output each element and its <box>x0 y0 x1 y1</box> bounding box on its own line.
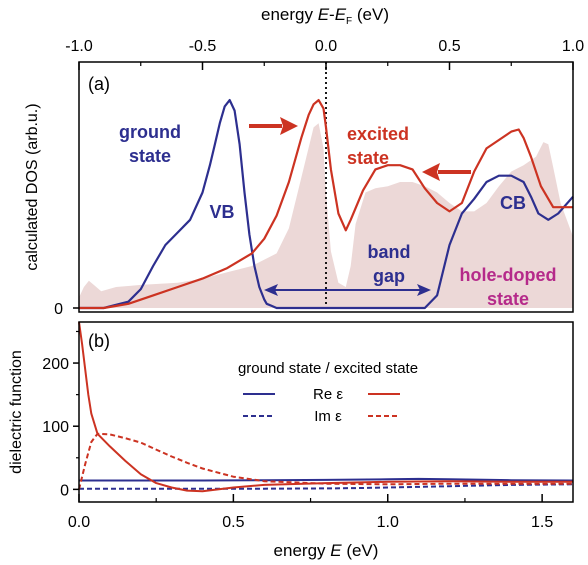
excited-shift-arrow-left-head <box>280 117 298 135</box>
vb-label: VB <box>209 202 234 222</box>
series-im-ground-state-line <box>79 483 574 490</box>
panel-a-xlabel: energy E-EF (eV) <box>261 5 389 27</box>
panel-b-y-axis: 0 100 200 <box>42 330 79 499</box>
top-axis-tick-label: -1.0 <box>65 38 93 55</box>
panel-a-dos-plot: -1.0 -0.5 0.0 0.5 1.0 0 energy E-EF (eV) cal… <box>24 5 584 318</box>
panel-a-y-axis: 0 <box>54 301 79 318</box>
panel-b-tag: (b) <box>88 331 110 351</box>
legend-header: ground state / excited state <box>238 360 418 377</box>
x-axis-tick-label: 1.5 <box>531 514 553 531</box>
y-axis-tick-label: 0 <box>54 301 63 318</box>
hole-doped-label-line1: hole-doped <box>460 265 557 285</box>
y-axis-tick-label: 0 <box>60 482 69 499</box>
x-axis-tick-label: 1.0 <box>377 514 399 531</box>
band-gap-arrow-head-left <box>264 284 278 296</box>
panel-b-xlabel: energy E (eV) <box>274 541 379 560</box>
band-gap-label-line1: band <box>368 242 411 262</box>
series-ground-state-line <box>79 98 574 310</box>
legend: ground state / excited state Re ε Im ε <box>238 360 418 425</box>
legend-label-im: Im ε <box>314 408 342 425</box>
x-axis-tick-label: 0.0 <box>68 514 90 531</box>
panel-a-ylabel: calculated DOS (arb.u.) <box>24 103 41 270</box>
hole-doped-label-line2: state <box>487 289 529 309</box>
series-re-ground-state-line <box>79 477 574 482</box>
top-axis-tick-label: -0.5 <box>189 38 217 55</box>
excited-state-label-line1: excited <box>347 124 409 144</box>
series-im-excited-state-line <box>78 432 573 490</box>
top-axis-tick-label: 0.5 <box>438 38 460 55</box>
cb-label: CB <box>500 193 526 213</box>
panel-b-x-axis: 0.0 0.5 1.0 1.5 <box>68 494 553 531</box>
legend-label-re: Re ε <box>313 386 343 403</box>
panel-a-top-axis: -1.0 -0.5 0.0 0.5 1.0 <box>65 38 584 70</box>
hole-doped-area-layer <box>79 123 573 308</box>
excited-state-label-line2: state <box>347 148 389 168</box>
y-axis-tick-label: 100 <box>42 419 69 436</box>
panel-b-frame <box>78 321 574 503</box>
x-axis-tick-label: 0.5 <box>222 514 244 531</box>
top-axis-tick-label: 0.0 <box>315 38 337 55</box>
band-gap-label-line2: gap <box>373 266 405 286</box>
series-hole-doped-state-area <box>79 123 573 308</box>
ground-state-label-line2: state <box>129 146 171 166</box>
y-axis-tick-label: 200 <box>42 356 69 373</box>
series-re-excited-state-line <box>78 321 573 493</box>
dielectric-lines-layer <box>78 321 574 493</box>
series-excited-state-line <box>79 98 573 310</box>
panel-a-tag: (a) <box>88 74 110 94</box>
excited-shift-arrow-right-head <box>422 163 440 181</box>
ground-state-label-line1: ground <box>119 122 181 142</box>
panel-b-dielectric-plot: 0.0 0.5 1.0 1.5 0 100 200 energy E (eV) diele… <box>8 321 574 560</box>
panel-b-ylabel: dielectric function <box>8 350 25 474</box>
band-gap-arrow-head-right <box>417 284 431 296</box>
dos-lines-layer <box>79 98 574 310</box>
top-axis-tick-label: 1.0 <box>562 38 584 55</box>
